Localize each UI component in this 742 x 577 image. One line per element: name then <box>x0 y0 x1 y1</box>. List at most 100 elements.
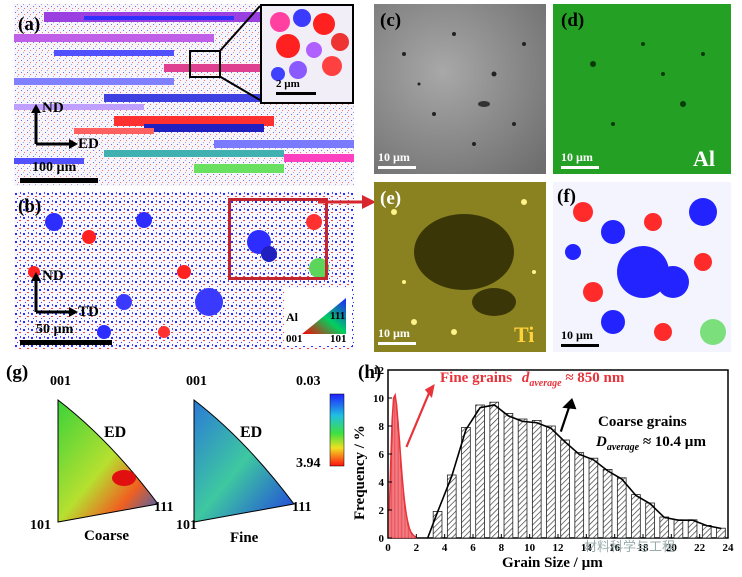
coarse-bar <box>489 401 500 539</box>
x-tick-label: 10 <box>524 542 536 554</box>
panel-label-c: (c) <box>380 10 402 31</box>
ebsd-map-b: Al 111 001 101 (b) ND TD 50 µm <box>14 192 354 350</box>
coarse-arrow <box>559 406 571 432</box>
element-label-al: Al <box>693 146 715 171</box>
coarse-bar <box>432 510 443 539</box>
fine-grains-text: Fine grains <box>440 370 513 386</box>
coarse-bar <box>475 404 485 539</box>
fine-d-sub: average <box>529 378 562 389</box>
zoom-region-box <box>189 50 221 78</box>
pf-fine-name: Fine <box>230 530 259 546</box>
coarse-arrow-head <box>562 398 577 410</box>
x-tick-label: 8 <box>499 542 505 554</box>
coarse-grains-label: Coarse grains <box>598 414 687 430</box>
fine-value: ≈ 850 nm <box>565 370 625 386</box>
pf-fine-left: 101 <box>176 518 197 533</box>
scale-label-c: 10 µm <box>378 150 410 164</box>
coarse-bar <box>645 502 655 539</box>
inset-scale-label: 2 µm <box>276 78 300 90</box>
coarse-bar <box>560 439 570 539</box>
inset-scale-bar <box>276 92 316 95</box>
coarse-bar <box>517 418 528 539</box>
pf-fine-dir: ED <box>240 424 263 441</box>
axes-icon-a <box>31 104 78 149</box>
pf-coarse-dir: ED <box>104 424 127 441</box>
fine-fit-curve <box>388 392 417 539</box>
element-label-ti: Ti <box>514 322 535 347</box>
zoom-lines <box>218 5 261 101</box>
x-tick-label: 2 <box>414 542 420 554</box>
y-tick-label: 0 <box>379 533 385 545</box>
coarse-bar <box>461 427 471 539</box>
pf-coarse-top: 001 <box>50 374 71 389</box>
coarse-bar <box>701 524 712 539</box>
x-tick-label: 4 <box>442 542 448 554</box>
eds-map-al: (d) 10 µm Al <box>553 4 731 174</box>
coarse-bar <box>631 494 641 539</box>
coarse-bar <box>531 420 542 539</box>
fine-bar <box>394 395 396 539</box>
eds-map-ti: (e) 10 µm Ti <box>374 182 546 352</box>
scale-bar-f <box>561 344 599 347</box>
y-tick-label: 10 <box>373 393 385 405</box>
scale-bar-a <box>20 178 98 183</box>
histogram-ylabel: Frequency / % <box>352 425 368 520</box>
coarse-value: ≈ 10.4 µm <box>642 434 706 450</box>
x-tick-label: 22 <box>694 542 706 554</box>
coarse-bar <box>616 477 627 539</box>
x-tick-label: 24 <box>723 542 735 554</box>
pf-coarse-left: 101 <box>30 518 51 533</box>
coarse-bar <box>602 469 613 539</box>
fine-arrow-head <box>424 384 435 398</box>
pf-fine-top: 001 <box>186 374 207 389</box>
ipf-key-101: 101 <box>330 333 347 345</box>
scale-label-f: 10 µm <box>561 328 593 342</box>
x-tick-label: 0 <box>385 542 391 554</box>
fine-bar <box>392 397 395 539</box>
ipf-key-001: 001 <box>286 333 303 345</box>
pole-figures <box>57 393 345 523</box>
arrow-to-e <box>318 195 376 209</box>
axes-icon-b <box>31 272 78 317</box>
axis-label-nd-a: ND <box>42 100 64 116</box>
ipf-key <box>284 288 352 346</box>
scale-label-b: 50 µm <box>36 322 74 337</box>
y-tick-label: 4 <box>379 477 385 489</box>
coarse-bar <box>503 413 514 539</box>
x-tick-label: 20 <box>666 542 678 554</box>
y-tick-label: 12 <box>373 365 385 377</box>
scale-bar-c <box>378 166 416 169</box>
fine-bar <box>395 404 398 539</box>
ebsd-map-a: 2 µm (a) ND ED 100 µm <box>14 4 354 186</box>
sem-image-c: (c) 10 µm <box>374 4 546 174</box>
panel-label-f: (f) <box>557 186 576 207</box>
panel-label-e: (e) <box>380 188 402 209</box>
panel-label-h: (h) <box>358 362 382 383</box>
panel-label-d: (d) <box>561 10 585 31</box>
fine-d-symbol: d <box>521 370 530 386</box>
scale-bar-e <box>378 342 416 345</box>
coarse-d-sub: average <box>606 442 640 453</box>
ipf-key-element: Al <box>286 310 298 324</box>
histogram-xlabel: Grain Size / µm <box>502 555 603 571</box>
pf-fine-right: 111 <box>292 500 312 515</box>
scale-label-d: 10 µm <box>561 150 593 164</box>
colorbar-max: 0.03 <box>296 374 321 389</box>
zoom-inset <box>260 4 354 104</box>
pf-coarse-right: 111 <box>154 500 174 515</box>
x-tick-label: 16 <box>609 542 621 554</box>
y-tick-label: 8 <box>379 421 385 433</box>
watermark: 材料科学与工程 <box>584 539 676 554</box>
coarse-bar <box>687 519 698 539</box>
x-tick-label: 14 <box>581 542 593 554</box>
highlight-region-box <box>228 198 328 280</box>
colorbar-min: 3.94 <box>296 456 321 471</box>
panel-label-g: (g) <box>6 362 29 383</box>
ebsd-map-f: (f) 10 µm <box>553 182 731 352</box>
pf-coarse-name: Coarse <box>84 528 129 544</box>
coarse-bar <box>659 516 670 539</box>
axis-label-ed-a: ED <box>78 136 99 152</box>
scale-bar-d <box>561 166 599 169</box>
y-tick-label: 6 <box>379 449 385 461</box>
